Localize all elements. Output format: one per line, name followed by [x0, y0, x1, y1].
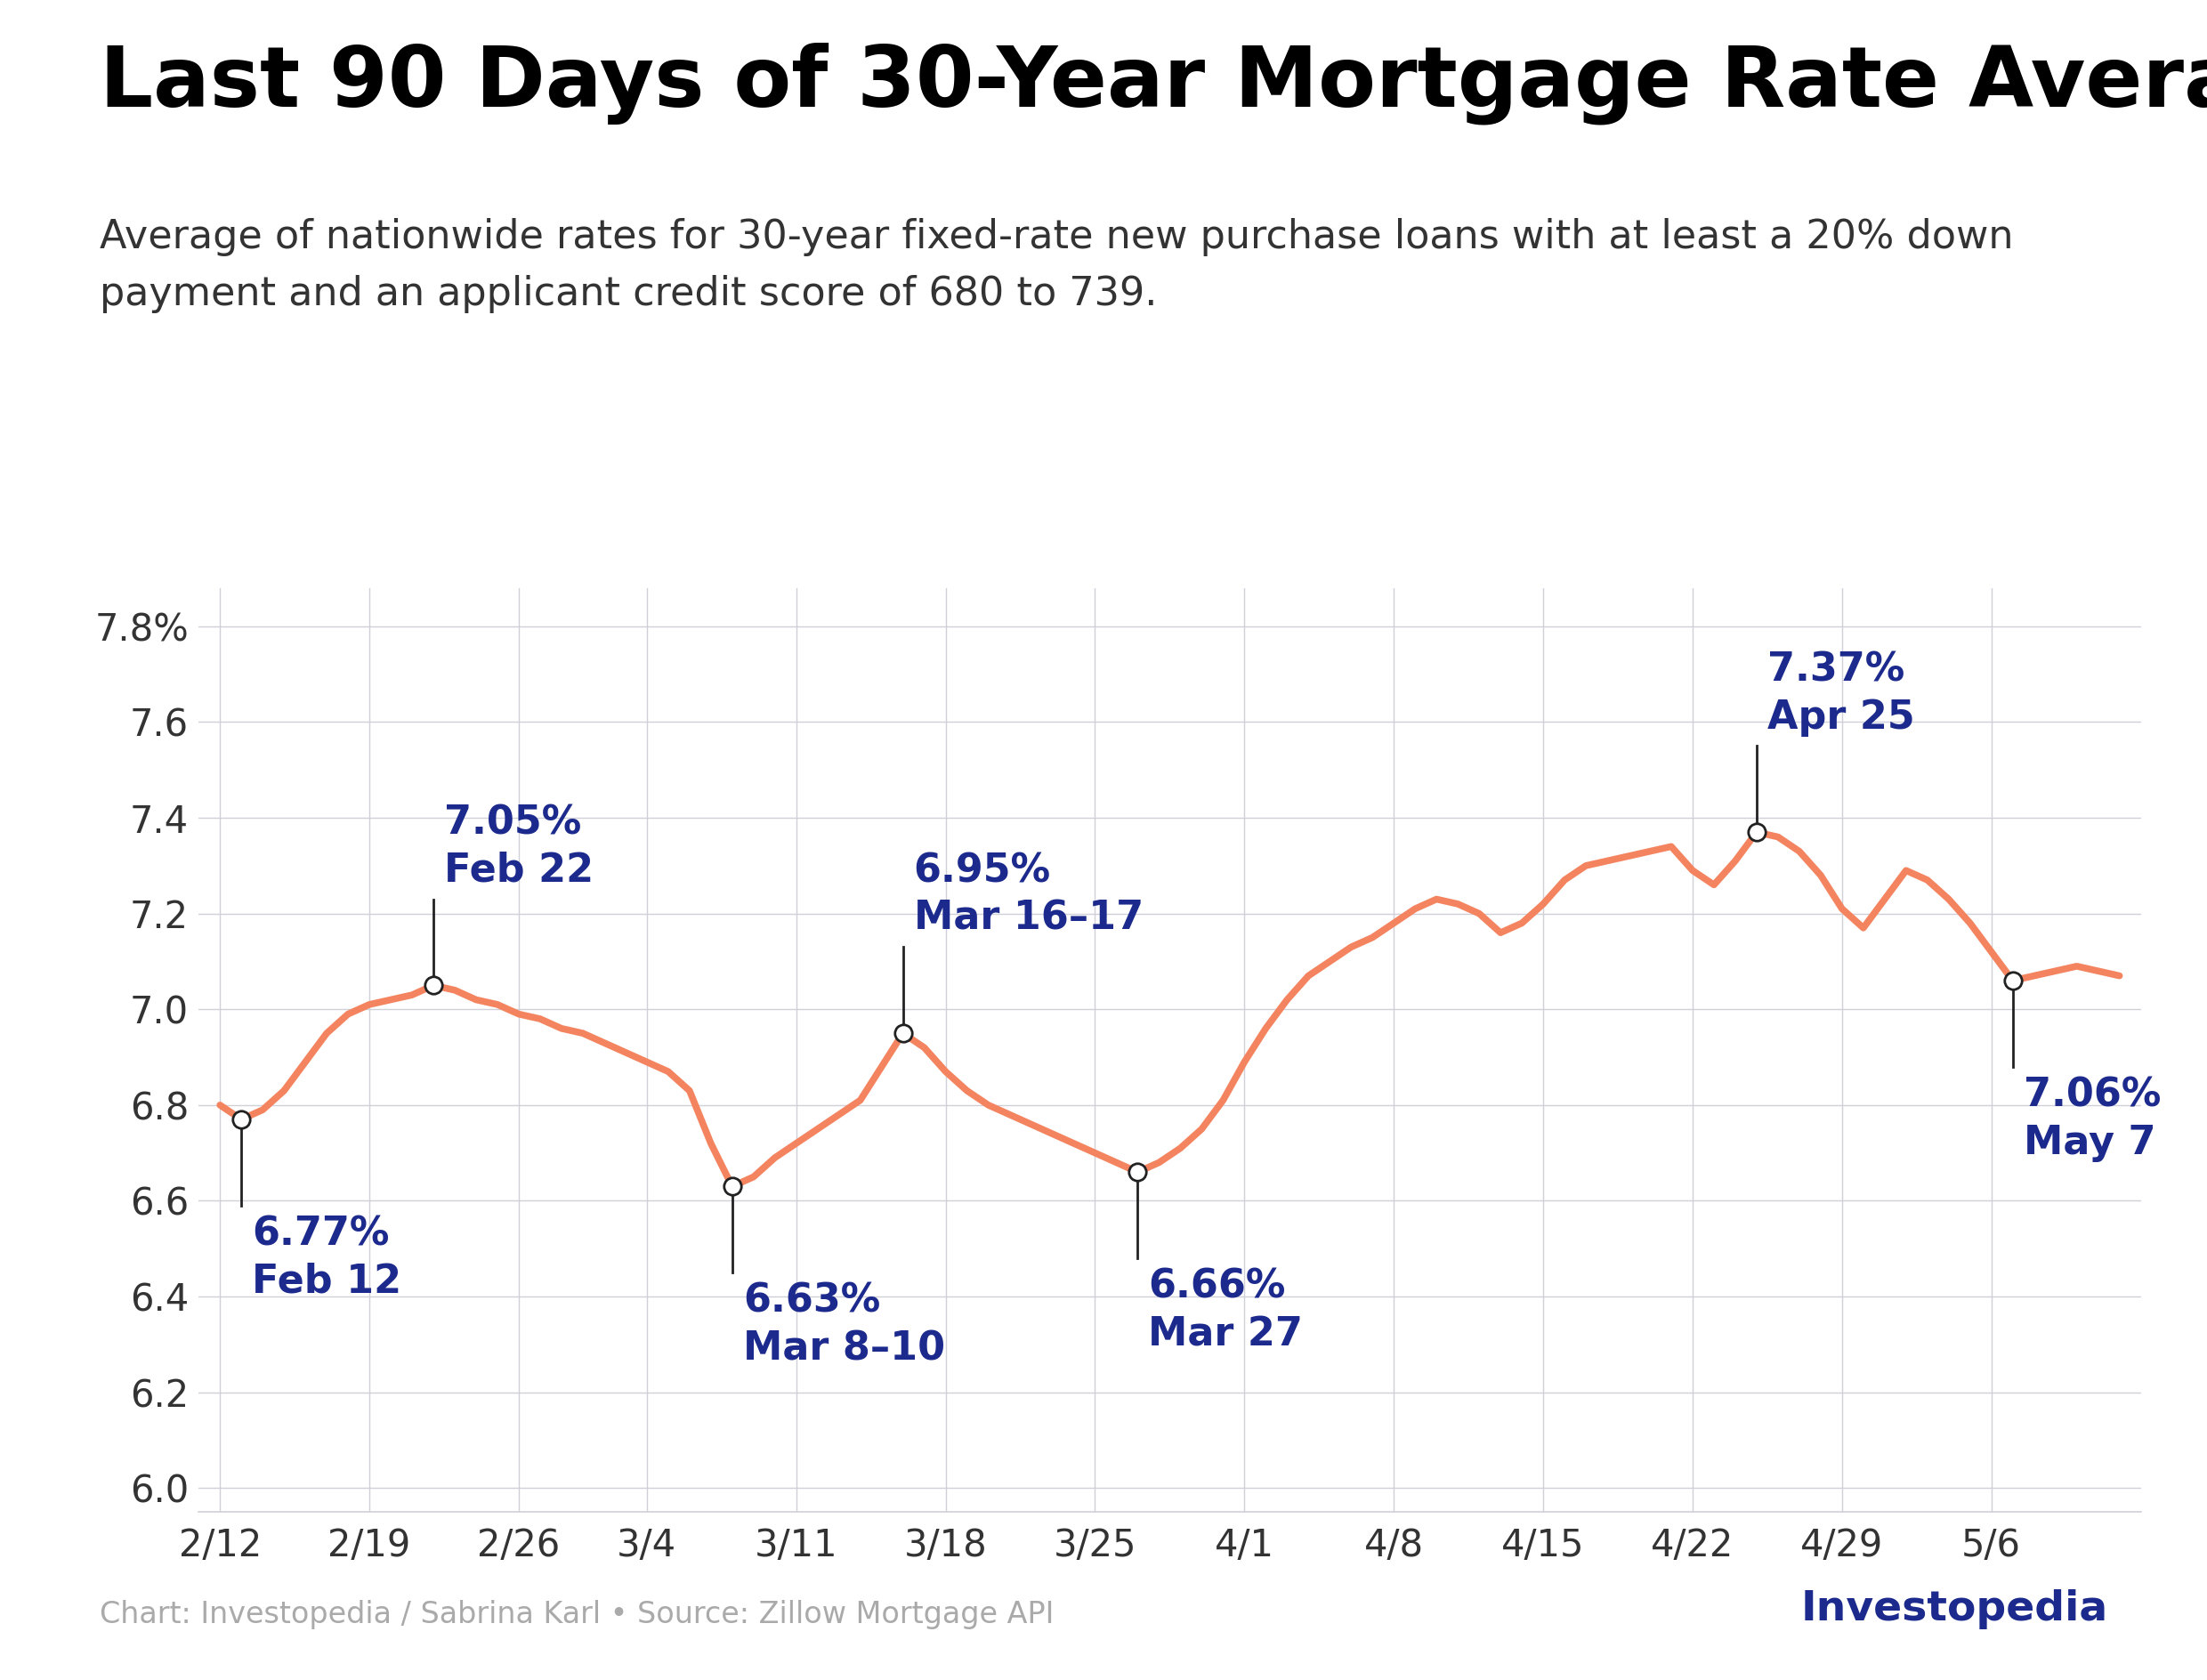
Text: 6.66%
Mar 27: 6.66% Mar 27	[1148, 1268, 1302, 1354]
Text: 6.77%
Feb 12: 6.77% Feb 12	[252, 1215, 402, 1300]
Text: 7.37%
Apr 25: 7.37% Apr 25	[1768, 650, 1916, 736]
Text: 6.63%
Mar 8–10: 6.63% Mar 8–10	[744, 1282, 945, 1368]
Text: Average of nationwide rates for 30-year fixed-rate new purchase loans with at le: Average of nationwide rates for 30-year …	[99, 218, 2013, 312]
Text: Investopedia: Investopedia	[1801, 1589, 2108, 1630]
Text: 7.05%
Feb 22: 7.05% Feb 22	[444, 805, 594, 890]
Text: Chart: Investopedia / Sabrina Karl • Source: Zillow Mortgage API: Chart: Investopedia / Sabrina Karl • Sou…	[99, 1601, 1053, 1630]
Text: 6.95%
Mar 16–17: 6.95% Mar 16–17	[914, 852, 1143, 937]
Text: Last 90 Days of 30-Year Mortgage Rate Average: Last 90 Days of 30-Year Mortgage Rate Av…	[99, 42, 2207, 124]
Text: 7.06%
May 7: 7.06% May 7	[2024, 1077, 2161, 1163]
